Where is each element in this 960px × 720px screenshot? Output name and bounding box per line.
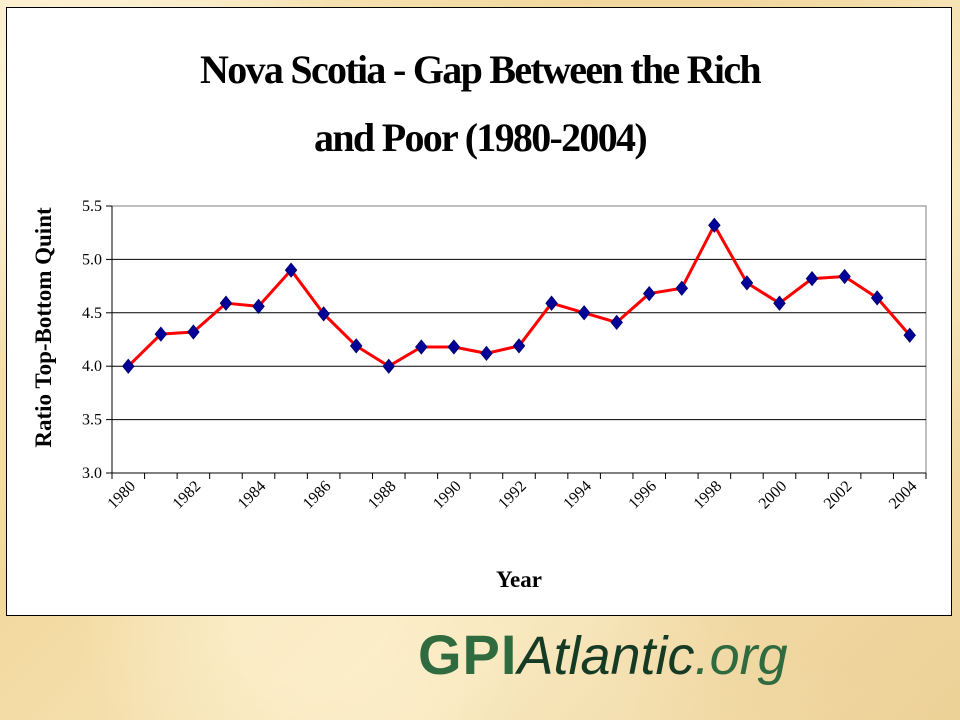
data-point-1982: [187, 324, 200, 340]
data-point-1985: [284, 262, 298, 278]
data-point-1999: [740, 275, 754, 291]
data-point-2004: [903, 327, 916, 343]
x-tick-label: 1992: [495, 478, 530, 513]
y-axis-ticks: 3.0 3.5 4.0 4.5 5.0 5.5: [82, 198, 112, 482]
y-tick-label: 3.0: [82, 465, 102, 482]
data-point-2003: [870, 290, 884, 306]
x-tick-label: 1990: [430, 478, 465, 513]
data-point-2000: [773, 295, 786, 311]
x-tick-label: 2000: [756, 478, 791, 513]
data-point-1984: [252, 298, 265, 315]
data-point-1993: [545, 295, 558, 311]
x-tick-label: 1986: [300, 478, 335, 513]
line-chart: 3.03.54.04.55.05.5 1980 1982 1984 1986 1988 1…: [31, 198, 927, 592]
data-point-1986: [317, 306, 330, 322]
data-point-1997: [675, 280, 689, 296]
y-tick-label: 3.5: [82, 412, 102, 429]
x-tick-label: 1982: [170, 478, 205, 513]
data-point-2002: [838, 268, 851, 285]
x-axis-ticks: 1980 1982 1984 1986 1988 1990 1992 1994 1996 1998…: [104, 473, 927, 513]
x-tick-label: 2004: [886, 478, 921, 513]
x-tick-label: 1988: [365, 478, 400, 513]
data-point-1990: [447, 339, 461, 355]
gpi-atlantic-logo: GPIAtlantic.org: [418, 623, 788, 686]
data-point-1991: [480, 345, 493, 362]
x-tick-label: 2002: [821, 478, 856, 513]
y-axis-title: Ratio Top-Bottom Quint: [31, 207, 56, 448]
data-point-1996: [642, 285, 656, 302]
chart-title: Nova Scotia - Gap Between the Rich and P…: [200, 47, 762, 160]
data-point-2001: [805, 270, 819, 287]
x-axis-title: Year: [496, 567, 542, 592]
data-point-1987: [349, 338, 363, 354]
y-tick-label: 4.0: [82, 358, 102, 375]
data-point-1980: [122, 358, 135, 374]
data-point-1994: [577, 305, 591, 321]
y-tick-label: 5.5: [82, 198, 102, 215]
x-tick-label: 1980: [104, 478, 139, 513]
x-tick-label: 1984: [235, 478, 270, 513]
x-tick-label: 1994: [560, 478, 595, 513]
data-point-1989: [415, 339, 428, 355]
y-tick-label: 4.5: [82, 305, 102, 322]
data-point-1998: [708, 217, 721, 233]
x-tick-label: 1996: [625, 478, 660, 513]
y-tick-label: 5.0: [82, 251, 102, 268]
logo-atlantic-text: Atlantic: [514, 626, 694, 686]
data-point-1988: [382, 358, 396, 374]
series-markers: [122, 217, 916, 374]
data-point-1992: [512, 338, 526, 354]
chart-panel: Nova Scotia - Gap Between the Rich and P…: [6, 7, 952, 616]
data-point-1983: [219, 295, 233, 311]
svg-text:GPIAtlantic.org: GPIAtlantic.org: [418, 623, 788, 686]
grid-lines: [112, 258, 926, 421]
logo-org-text: .org: [695, 626, 788, 686]
data-point-1995: [610, 314, 623, 331]
x-tick-label: 1998: [691, 478, 726, 513]
logo-gpi-text: GPI: [418, 623, 517, 686]
data-point-1981: [154, 326, 168, 342]
